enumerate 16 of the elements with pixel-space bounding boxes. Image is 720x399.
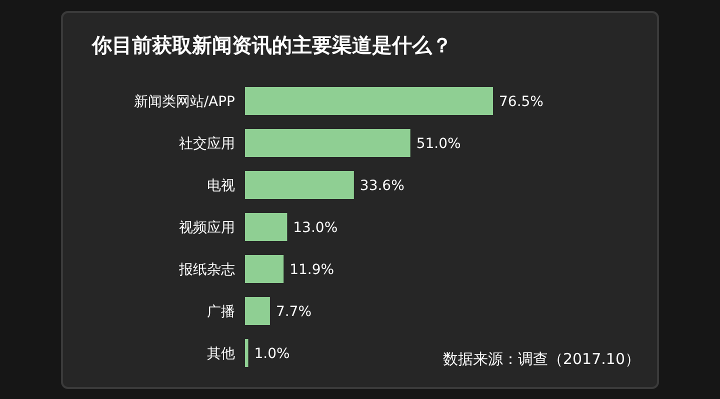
y-tick-label: 社交应用: [179, 136, 235, 152]
data-label: 76.5%: [499, 94, 544, 110]
y-tick-label: 新闻类网站/APP: [134, 94, 235, 110]
annotation: 数据来源：调查（2017.10）: [442, 350, 640, 368]
y-tick-label: 广播: [207, 304, 235, 320]
data-label: 11.9%: [290, 262, 334, 278]
y-tick-label: 其他: [207, 346, 235, 362]
data-label: 33.6%: [360, 178, 404, 194]
chart-title: 你目前获取新闻资讯的主要渠道是什么？: [91, 33, 452, 57]
data-label: 7.7%: [276, 304, 312, 320]
y-tick-label: 电视: [207, 178, 235, 194]
data-label: 51.0%: [416, 136, 461, 152]
y-tick-label: 报纸杂志: [178, 262, 235, 278]
y-tick-label: 视频应用: [179, 220, 235, 236]
data-label: 13.0%: [293, 220, 338, 236]
data-label: 1.0%: [254, 346, 290, 362]
